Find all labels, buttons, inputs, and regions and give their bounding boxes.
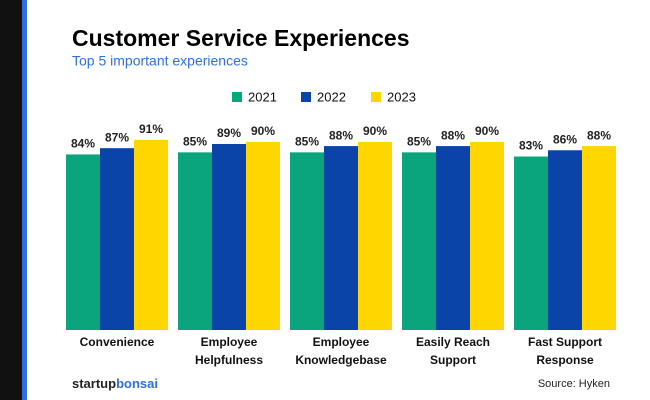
side-stripe (22, 0, 27, 400)
value-label: 88% (441, 128, 465, 142)
bar (134, 139, 168, 330)
source: Source: Hyken (538, 378, 610, 390)
bar (178, 152, 212, 330)
value-label: 89% (217, 126, 241, 140)
legend-label: 2023 (387, 89, 416, 104)
bar (514, 156, 548, 330)
value-label: 91% (139, 122, 163, 136)
value-label: 85% (295, 135, 319, 149)
x-tick-label: Employee Knowledgebase (295, 335, 387, 367)
legend-swatch (301, 92, 311, 102)
brand-part: bonsai (116, 376, 158, 391)
value-label: 85% (183, 135, 207, 149)
chart-subtitle: Top 5 important experiences (72, 53, 248, 69)
bar (470, 141, 504, 330)
value-label: 87% (105, 130, 129, 144)
value-label: 86% (553, 132, 577, 146)
value-label: 90% (251, 124, 275, 138)
bar (324, 146, 358, 330)
bar (66, 154, 100, 330)
legend-label: 2022 (317, 89, 346, 104)
x-tick-label: Employee Helpfulness (194, 335, 263, 367)
value-label: 90% (363, 124, 387, 138)
bar (100, 148, 134, 330)
legend-swatch (371, 92, 381, 102)
brand: startupbonsai (72, 376, 158, 391)
bar (212, 143, 246, 330)
x-tick-label: Convenience (79, 335, 155, 349)
legend-swatch (232, 92, 242, 102)
x-tick-label: Fast Support Response (528, 335, 602, 367)
x-tick-label: Easily Reach Support (415, 335, 491, 367)
bar (436, 146, 470, 330)
value-label: 85% (407, 135, 431, 149)
value-label: 88% (329, 128, 353, 142)
value-label: 84% (71, 137, 95, 151)
bar (548, 150, 582, 330)
value-label: 83% (519, 139, 543, 153)
value-label: 88% (587, 128, 611, 142)
bar (402, 152, 436, 330)
brand-part: startup (72, 376, 116, 391)
value-label: 90% (475, 124, 499, 138)
chart-title: Customer Service Experiences (72, 25, 410, 51)
bar (582, 146, 616, 330)
bar (358, 141, 392, 330)
bar (246, 141, 280, 330)
side-band (0, 0, 22, 400)
bar (290, 152, 324, 330)
legend-label: 2021 (248, 89, 277, 104)
